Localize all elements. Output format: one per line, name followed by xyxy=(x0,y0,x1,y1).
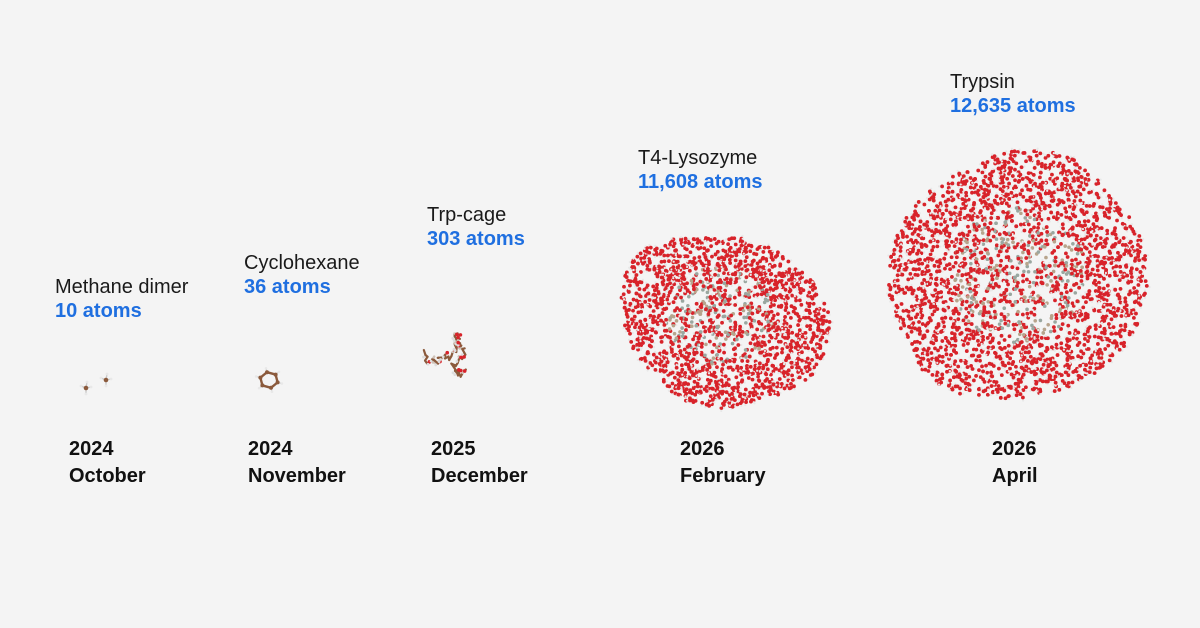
milestone-label-t4-lysozyme: T4-Lysozyme 11,608 atoms xyxy=(638,147,763,194)
milestone-label-methane: Methane dimer 10 atoms xyxy=(55,276,188,323)
molecule-name: Trp-cage xyxy=(427,204,507,226)
milestone-date-trp-cage: 2025 December xyxy=(431,436,528,490)
milestone-date-trypsin: 2026 April xyxy=(992,436,1038,490)
trp-cage-structure xyxy=(422,332,467,378)
month: November xyxy=(248,465,346,487)
milestone-date-methane: 2024 October xyxy=(69,436,146,490)
milestone-date-t4-lysozyme: 2026 February xyxy=(680,436,766,490)
month: December xyxy=(431,465,528,487)
month: April xyxy=(992,465,1038,487)
molecule-name: Trypsin xyxy=(950,71,1015,93)
year: 2024 xyxy=(248,438,293,460)
cyclohexane-structure xyxy=(254,366,284,394)
atom-count: 11,608 atoms xyxy=(638,170,763,193)
milestone-label-trp-cage: Trp-cage 303 atoms xyxy=(427,204,525,251)
year: 2025 xyxy=(431,438,476,460)
molecule-name: T4-Lysozyme xyxy=(638,147,758,169)
atom-count: 36 atoms xyxy=(244,275,331,298)
atom-count: 303 atoms xyxy=(427,227,525,250)
year: 2024 xyxy=(69,438,114,460)
atom-count: 10 atoms xyxy=(55,299,142,322)
milestone-label-cyclohexane: Cyclohexane 36 atoms xyxy=(244,252,360,299)
trypsin-structure xyxy=(886,147,1151,402)
molecule-name: Cyclohexane xyxy=(244,252,360,274)
milestone-label-trypsin: Trypsin 12,635 atoms xyxy=(950,71,1076,118)
atom-count: 12,635 atoms xyxy=(950,94,1076,117)
milestone-date-cyclohexane: 2024 November xyxy=(248,436,346,490)
month: February xyxy=(680,465,766,487)
methane-dimer-structure xyxy=(79,372,113,396)
molecule-name: Methane dimer xyxy=(55,276,189,298)
month: October xyxy=(69,465,146,487)
year: 2026 xyxy=(992,438,1037,460)
year: 2026 xyxy=(680,438,725,460)
t4-lysozyme-structure xyxy=(619,234,834,413)
